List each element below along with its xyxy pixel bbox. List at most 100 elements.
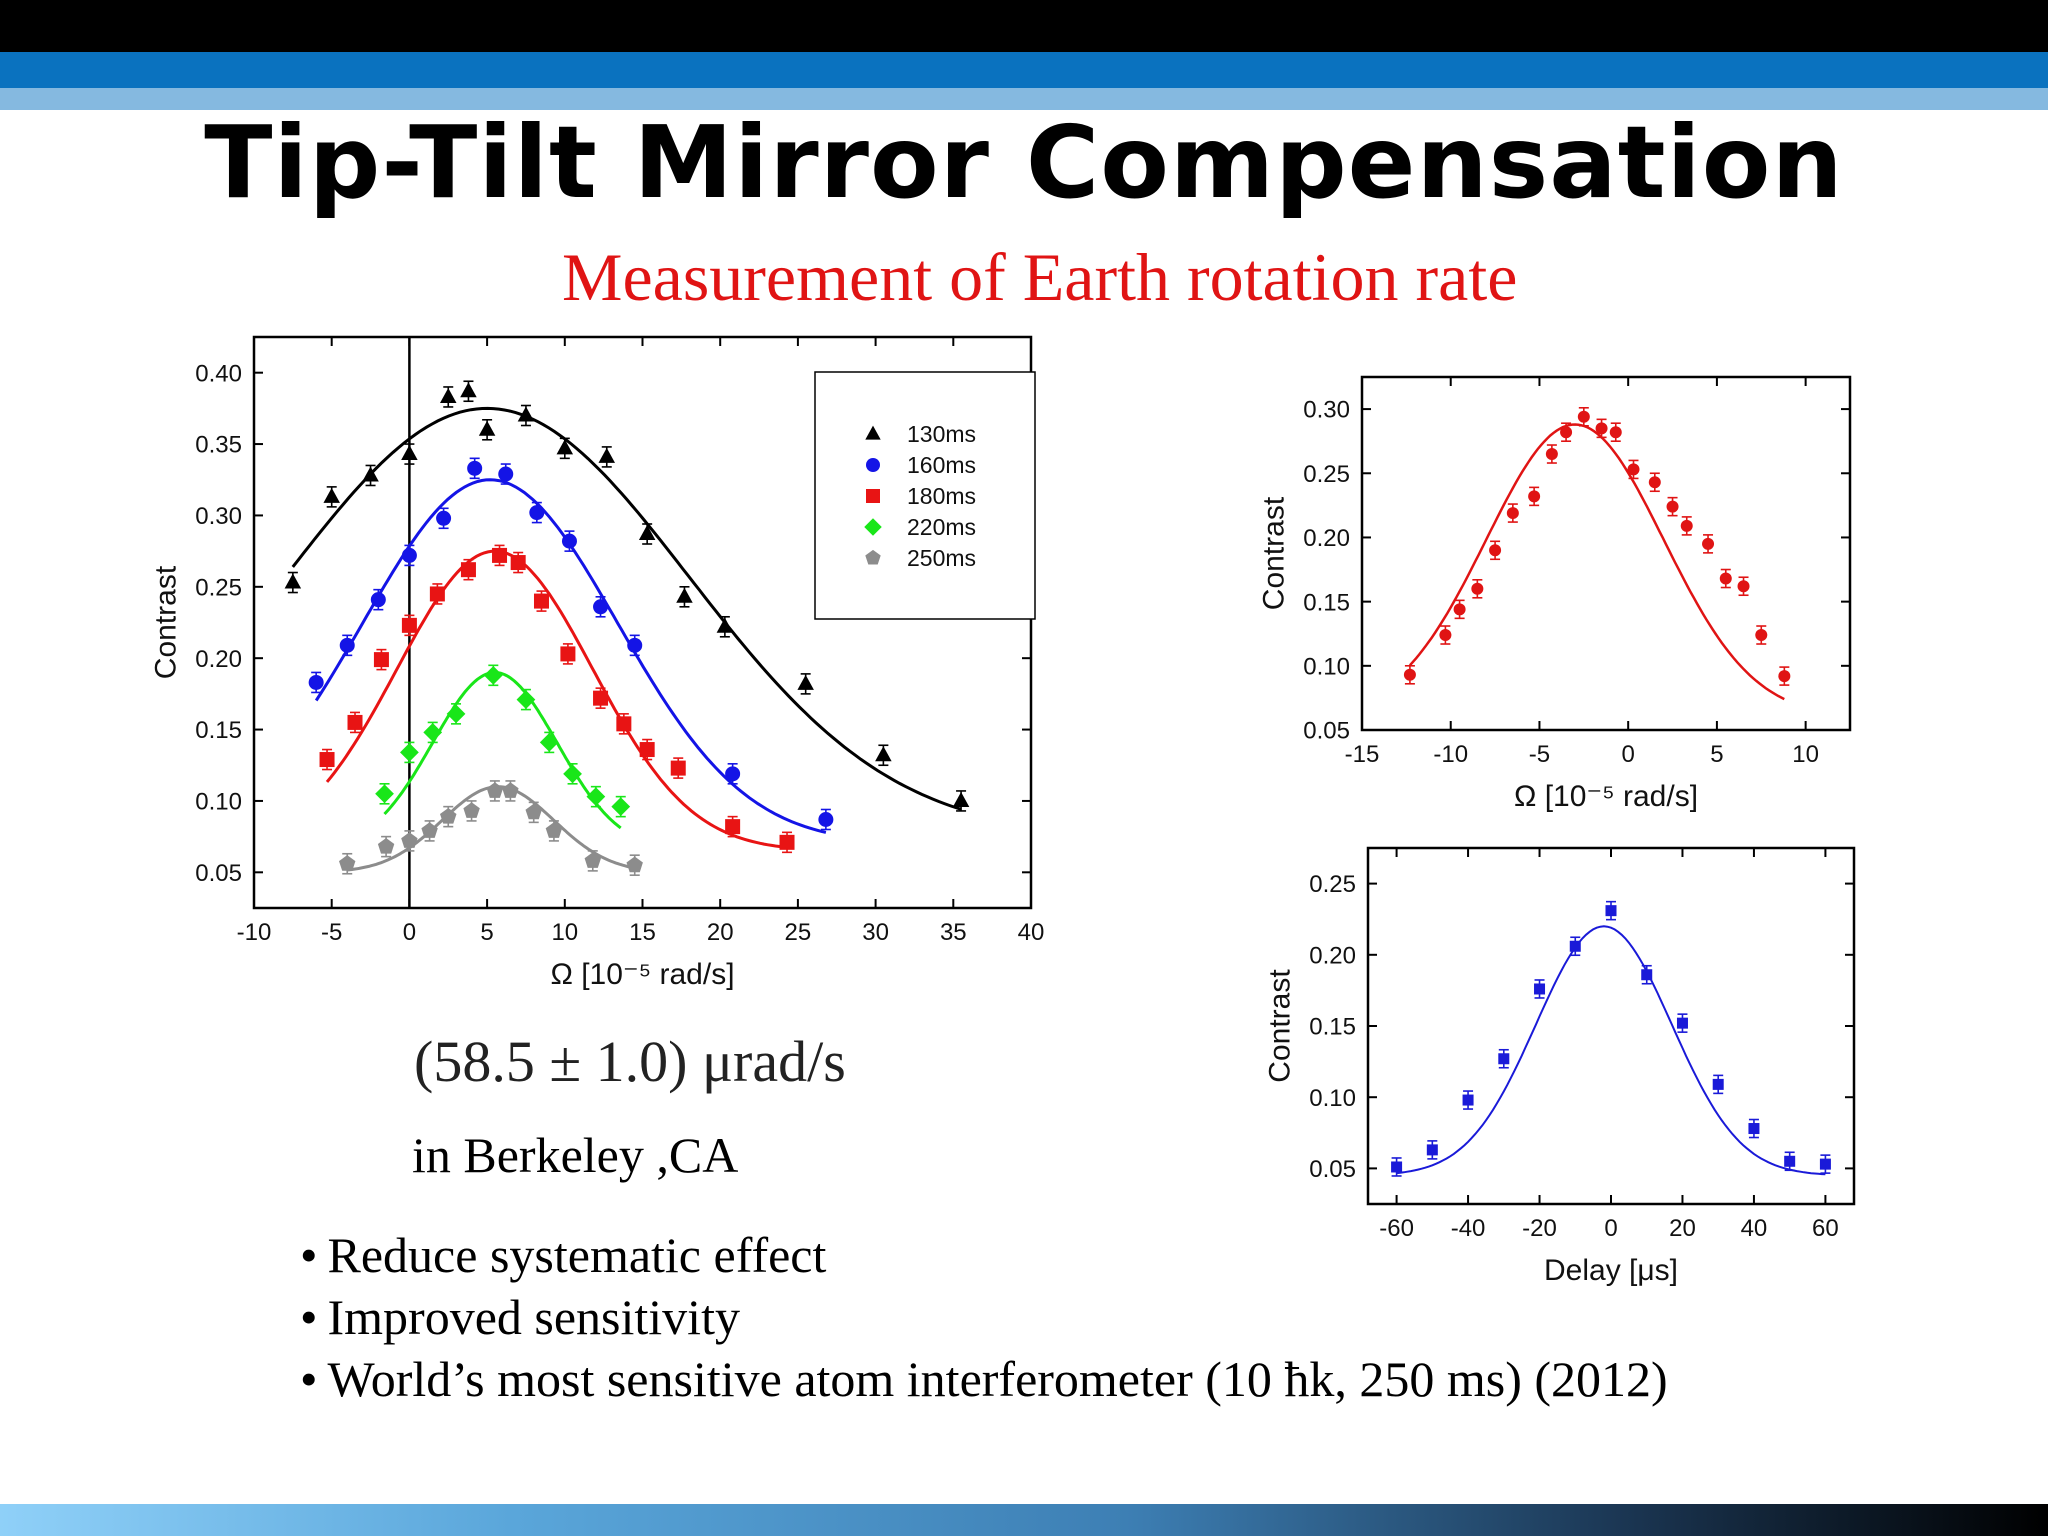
- x-axis-label: Ω [10⁻⁵ rad/s]: [1514, 780, 1698, 813]
- x-tick-label: 25: [785, 919, 812, 946]
- y-tick-label: 0.35: [195, 432, 242, 459]
- data-point: [1784, 1155, 1796, 1167]
- legend-label: 160ms: [907, 452, 976, 478]
- x-tick-label: 5: [480, 919, 493, 946]
- data-point: [516, 690, 536, 709]
- legend-marker: [866, 489, 880, 503]
- data-point: [1439, 629, 1452, 642]
- data-point: [339, 855, 356, 871]
- x-tick-label: -5: [321, 919, 342, 946]
- data-point: [483, 665, 503, 685]
- data-point: [584, 852, 601, 868]
- series-220ms: [375, 664, 631, 830]
- x-tick-label: -40: [1451, 1215, 1486, 1242]
- data-point: [373, 652, 389, 668]
- data-point: [423, 723, 443, 742]
- x-tick-label: 20: [1669, 1215, 1696, 1242]
- data-point: [440, 808, 457, 824]
- data-point: [308, 674, 324, 690]
- data-point: [529, 505, 545, 521]
- data-point: [498, 466, 514, 482]
- series-160ms: [308, 457, 834, 834]
- data-point: [593, 599, 609, 615]
- y-tick-label: 0.20: [195, 646, 242, 673]
- data-point: [400, 743, 419, 762]
- data-point: [779, 834, 795, 850]
- x-tick-label: 10: [1792, 741, 1819, 768]
- legend-box: [814, 371, 1036, 620]
- fit-curve: [325, 549, 788, 849]
- data-point: [1666, 500, 1679, 513]
- x-tick-label: -20: [1522, 1215, 1557, 1242]
- data-point: [517, 406, 535, 422]
- data-point: [626, 856, 643, 873]
- y-tick-label: 0.10: [1309, 1085, 1356, 1112]
- data-point: [319, 752, 335, 768]
- x-tick-label: -10: [237, 919, 272, 946]
- data-point: [560, 646, 576, 662]
- data-point: [1676, 1017, 1688, 1029]
- chart-contrast-vs-delay: -60 -40 -20 0 20 40 60 0.05 0.10 0.15 0.20 0.25 Dela…: [1264, 846, 1856, 1287]
- data-point: [1462, 1094, 1474, 1106]
- bullet-list: • Reduce systematic effect • Improved sens…: [300, 1224, 1668, 1410]
- data-point: [797, 674, 814, 690]
- header-band-blue: [0, 52, 2048, 88]
- x-tick-label: -10: [1433, 741, 1468, 768]
- data-point: [370, 592, 386, 608]
- legend-marker: [864, 518, 882, 536]
- data-point: [1489, 544, 1502, 557]
- header-band-black: [0, 0, 2048, 52]
- data-point: [1712, 1078, 1724, 1090]
- data-point: [1648, 476, 1661, 489]
- bullet-text: Improved sensitivity: [327, 1289, 740, 1345]
- data-point: [1719, 572, 1732, 585]
- header-band-light: [0, 88, 2048, 110]
- data-point: [460, 382, 477, 398]
- legend-label: 130ms: [907, 421, 976, 447]
- data-point: [440, 387, 457, 403]
- x-tick-label: 20: [707, 919, 734, 946]
- data-point: [716, 617, 734, 633]
- x-tick-label: 15: [629, 919, 656, 946]
- data-point: [401, 832, 418, 848]
- legend-label: 250ms: [907, 545, 976, 571]
- data-point: [486, 782, 504, 798]
- chart-contrast-vs-omega-main: -10 -5 0 5 10 15 20 25 30 35 40 0.05 0.10 0.15 0.20 0.2…: [150, 335, 1044, 991]
- data-point: [436, 510, 452, 526]
- series-data: [1391, 900, 1831, 1177]
- data-point: [1403, 668, 1416, 681]
- fit-curve: [1408, 423, 1785, 701]
- data-point: [284, 573, 302, 589]
- y-axis-label: Contrast: [1264, 969, 1297, 1083]
- data-point: [446, 704, 466, 724]
- data-point: [460, 562, 476, 578]
- data-point: [670, 760, 686, 776]
- fit-curve: [291, 406, 962, 811]
- data-point: [875, 746, 892, 762]
- x-tick-label: 5: [1710, 741, 1723, 768]
- data-point: [502, 782, 519, 798]
- bullet-text: Reduce systematic effect: [327, 1227, 827, 1283]
- x-tick-label: 0: [1604, 1215, 1617, 1242]
- x-tick-label: 30: [862, 919, 889, 946]
- y-tick-label: 0.05: [1309, 1156, 1356, 1183]
- data-point: [1426, 1144, 1438, 1156]
- data-point: [401, 445, 418, 461]
- footer-band: [0, 1504, 2048, 1536]
- data-point: [375, 784, 394, 804]
- data-point: [627, 637, 643, 653]
- data-point: [339, 637, 355, 653]
- data-point: [401, 617, 417, 633]
- data-point: [1609, 426, 1622, 439]
- data-point: [1560, 426, 1573, 439]
- legend-marker: [865, 425, 881, 440]
- legend-label: 220ms: [907, 514, 976, 540]
- data-point: [533, 593, 549, 609]
- data-point: [1498, 1053, 1510, 1065]
- data-point: [563, 764, 582, 784]
- data-point: [556, 439, 574, 455]
- x-tick-label: 0: [1622, 741, 1635, 768]
- bullet-dot: •: [300, 1289, 318, 1345]
- data-point: [1748, 1123, 1760, 1135]
- data-point: [1627, 463, 1640, 476]
